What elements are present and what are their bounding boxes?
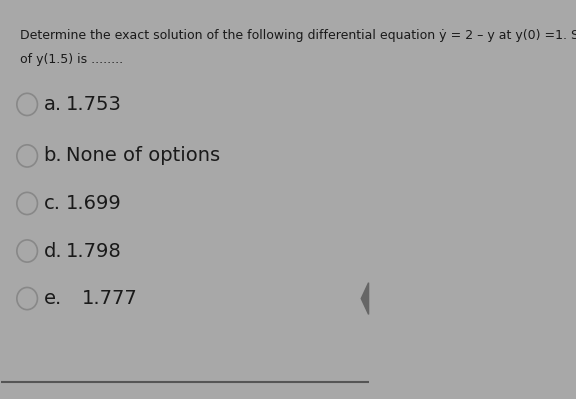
Text: c.: c. (44, 194, 60, 213)
Text: 1.798: 1.798 (66, 241, 122, 261)
Text: of y(1.5) is ........: of y(1.5) is ........ (20, 53, 123, 66)
Text: 1.753: 1.753 (66, 95, 122, 114)
Polygon shape (361, 283, 369, 314)
Text: Determine the exact solution of the following differential equation ẏ = 2 – y at: Determine the exact solution of the foll… (20, 29, 576, 42)
Text: None of options: None of options (66, 146, 220, 166)
Text: e.: e. (44, 289, 62, 308)
Text: 1.699: 1.699 (66, 194, 122, 213)
Text: b.: b. (44, 146, 62, 166)
Text: d.: d. (44, 241, 62, 261)
Text: 1.777: 1.777 (82, 289, 138, 308)
Text: a.: a. (44, 95, 62, 114)
